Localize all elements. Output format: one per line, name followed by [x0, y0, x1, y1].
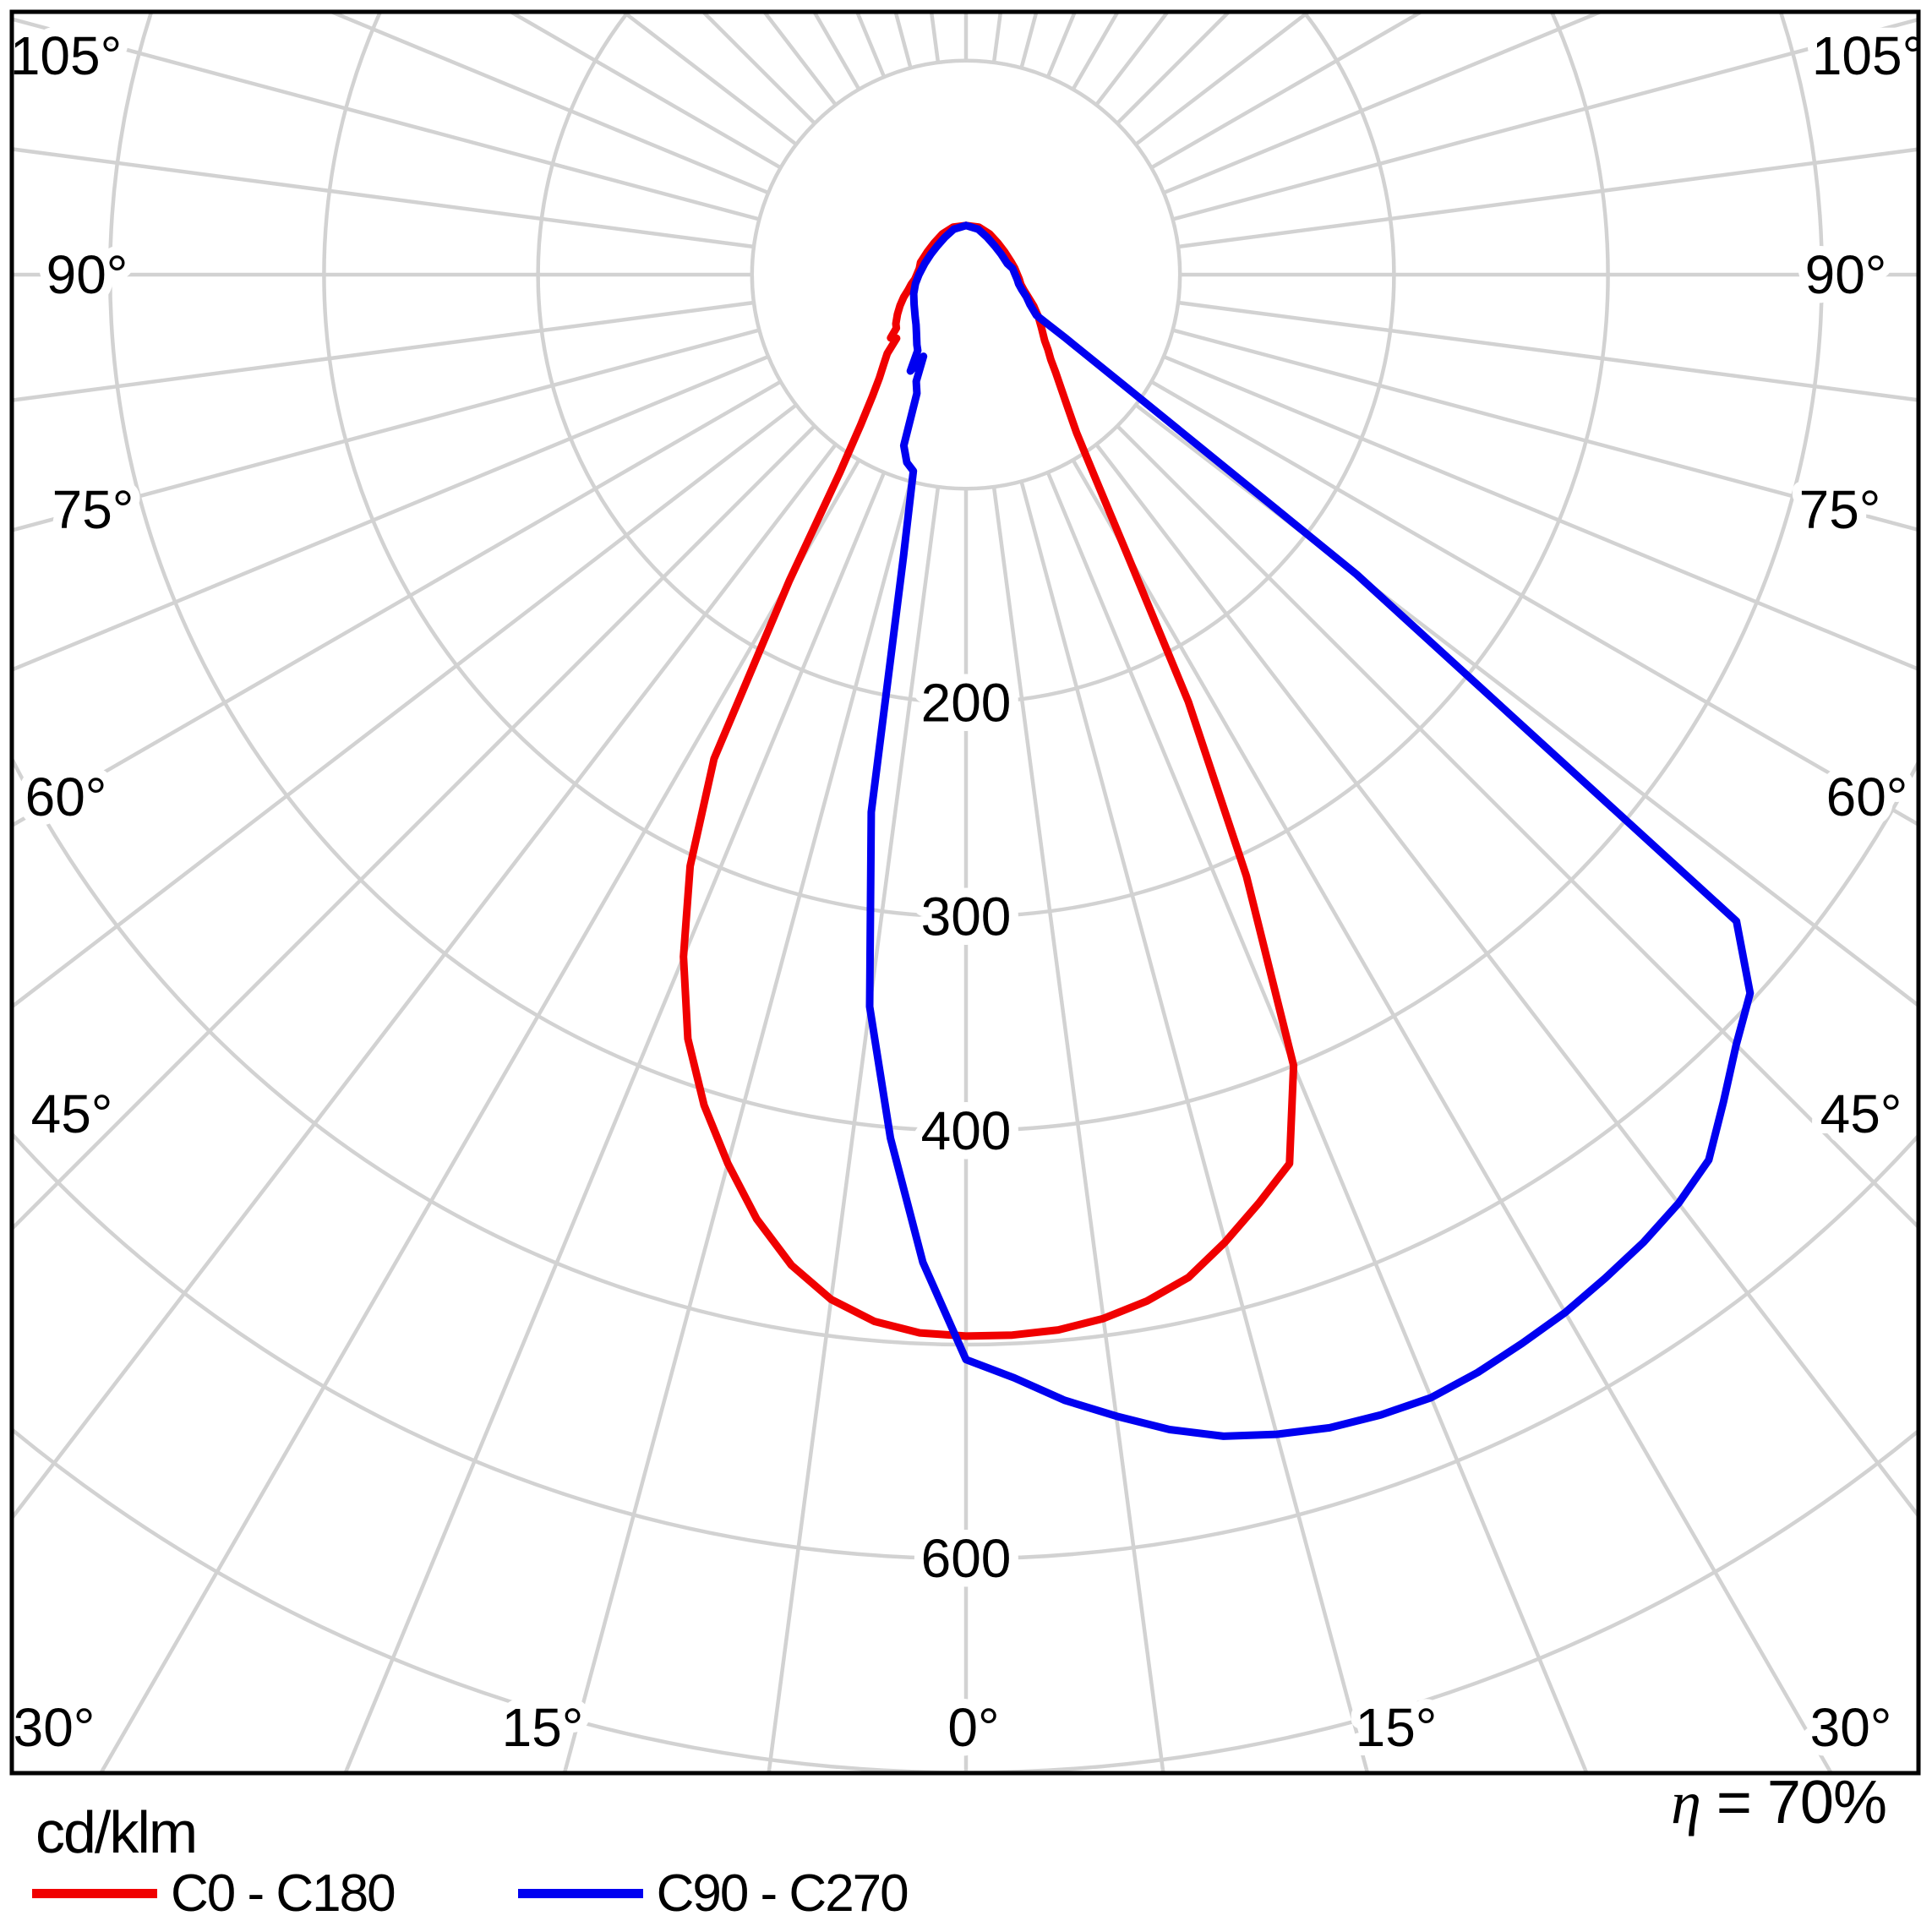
grid-spoke-330	[100, 459, 861, 1771]
legend-label: C0 - C180	[171, 1864, 396, 1923]
grid-spoke-285	[14, 328, 761, 532]
grid-spoke-142.5	[1094, 14, 1169, 106]
grid-spoke-82.5	[1177, 300, 1917, 402]
grid-spoke-52.5	[1134, 403, 1917, 1007]
grid-circle-100	[750, 58, 1182, 491]
grid-spoke-22.5	[1045, 472, 1588, 1771]
radial-label-600: 600	[921, 1528, 1012, 1589]
eta-value: = 70%	[1700, 1769, 1887, 1836]
angle-label-0: 0°	[947, 1697, 999, 1758]
grid-spoke-37.5	[1094, 443, 1917, 1517]
angle-label-right-60: 60°	[1826, 767, 1908, 827]
legend-swatch-blue-line	[517, 1888, 643, 1898]
angle-label-left-90: 90°	[46, 244, 128, 305]
legend-label: C90 - C270	[656, 1864, 909, 1923]
grid-spoke-97.5	[1177, 147, 1917, 249]
grid-spoke-45	[1116, 424, 1917, 1228]
radial-label-200: 200	[921, 672, 1012, 733]
grid-spoke-322.5	[14, 443, 838, 1519]
grid-spoke-225	[702, 14, 816, 125]
grid-spoke-292.5	[14, 354, 769, 672]
grid-spoke-345	[563, 480, 913, 1771]
grid-spoke-262.5	[14, 147, 755, 249]
angle-label-left-30: 30°	[14, 1697, 96, 1758]
curves	[679, 221, 1755, 1440]
angle-label-right-15: 15°	[1356, 1697, 1438, 1758]
light-output-ratio-label: η = 70%	[1671, 1768, 1887, 1838]
grid-spoke-60	[1150, 379, 1917, 826]
grid-spoke-307.5	[14, 403, 798, 1008]
radial-unit-label: cd/klm	[35, 1799, 198, 1865]
angle-label-left-45: 45°	[31, 1083, 113, 1144]
grid-spoke-75	[1171, 328, 1917, 532]
grid-spoke-247.5	[331, 14, 769, 195]
grid-spoke-7.5	[991, 486, 1165, 1771]
legend-swatch-red-line	[32, 1888, 157, 1898]
angle-label-right-90: 90°	[1805, 244, 1887, 305]
grid-spoke-315	[14, 424, 816, 1230]
plot-border	[9, 9, 1921, 1776]
angle-label-right-45: 45°	[1820, 1083, 1902, 1144]
grid-labels: 200 300 400 600 15° 30° 45° 60° 75° 90° 105° 15° 30°…	[1, 16, 1932, 1767]
grid-spoke-30	[1071, 459, 1832, 1771]
grid-spoke-277.5	[14, 300, 755, 402]
legend: C0 - C180 C90 - C270	[32, 1859, 909, 1927]
grid-spoke-15	[1019, 480, 1369, 1771]
curve-C90-C270	[865, 221, 1755, 1440]
grid-spoke-217.5	[763, 14, 838, 106]
grid-spoke-300	[14, 379, 782, 827]
angle-label-right-105: 105°	[1812, 25, 1924, 86]
grid-spoke-105	[1171, 18, 1917, 221]
angle-label-right-75: 75°	[1799, 479, 1881, 540]
legend-item-c90-c270: C90 - C270	[517, 1864, 909, 1924]
grid-spoke-337.5	[344, 472, 887, 1771]
grid-spoke-352.5	[767, 486, 941, 1771]
eta-symbol: η	[1671, 1769, 1701, 1836]
grid-spoke-67.5	[1163, 354, 1917, 671]
angle-label-left-75: 75°	[52, 479, 134, 540]
radial-label-400: 400	[921, 1100, 1012, 1161]
grid-spoke-255	[14, 17, 761, 221]
grid-spoke-112.5	[1163, 14, 1601, 195]
grid-spoke-135	[1116, 14, 1230, 125]
legend-item-c0-c180: C0 - C180	[32, 1864, 396, 1924]
angle-label-left-15: 15°	[502, 1697, 584, 1758]
radial-label-300: 300	[921, 887, 1012, 947]
angle-label-left-60: 60°	[25, 767, 107, 827]
curve-C0-C180	[679, 221, 1298, 1340]
angle-label-left-105: 105°	[10, 25, 122, 86]
angle-label-right-30: 30°	[1810, 1697, 1892, 1758]
